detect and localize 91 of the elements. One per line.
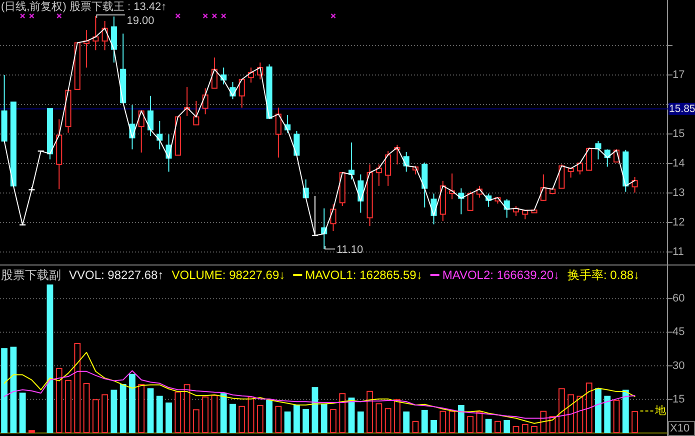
bar (202, 396, 209, 433)
y-tick-label: 30 (672, 360, 685, 372)
bar (430, 420, 437, 433)
bar (412, 420, 419, 433)
bar (83, 383, 90, 433)
bar (102, 394, 108, 433)
chart-title: 股票下载副 (1, 268, 61, 282)
bar (531, 426, 538, 433)
bar (174, 392, 182, 433)
y-tick-label: 15 (672, 393, 685, 406)
y-axis-title: X10 (670, 422, 690, 434)
ref-line-label: 15.85 (669, 102, 695, 115)
bar (357, 411, 364, 433)
bar (1, 348, 8, 433)
bar (248, 396, 254, 433)
bar (238, 406, 246, 433)
bar (632, 411, 638, 433)
y-tick-label: 17 (672, 68, 685, 81)
annotation: 19.00 (126, 14, 154, 27)
y-tick-label: 14 (672, 157, 685, 170)
y-tick-label: 12 (672, 216, 685, 228)
bar (366, 390, 373, 433)
bar (421, 410, 428, 433)
bar (476, 411, 483, 433)
bar (558, 388, 565, 433)
annotation: VOLUME: 98227.69↓ (172, 268, 286, 282)
ref-line-label: 地 (654, 404, 666, 418)
bar (166, 402, 172, 433)
bar (302, 409, 310, 433)
bar (504, 420, 510, 433)
bar (494, 420, 501, 433)
bar (156, 396, 163, 433)
annotation: 11.10 (336, 244, 364, 256)
bar (65, 380, 72, 433)
bar (56, 368, 62, 433)
bar (403, 411, 410, 433)
legend-label: MAVOL2: 166639.20↓ (442, 268, 560, 282)
bar (613, 400, 620, 433)
bar (266, 400, 272, 433)
bar (284, 411, 291, 433)
bar (28, 430, 35, 433)
bar (330, 409, 336, 433)
bar (220, 393, 227, 433)
y-tick-label: 13 (672, 186, 685, 199)
bar (129, 374, 136, 433)
y-tick-label: 60 (672, 292, 685, 305)
header: (日线,前复权) 股票下载王 : 13.42↑ (1, 1, 167, 13)
line-series (4, 352, 636, 424)
bar (440, 410, 446, 433)
bar (138, 384, 145, 433)
y-tick-label: 45 (672, 326, 685, 338)
bar (339, 393, 346, 433)
legend-label: MAVOL1: 162865.59↓ (305, 268, 422, 282)
annotation: VVOL: 98227.68↑ (69, 268, 164, 282)
bar (376, 403, 382, 433)
y-tick-label: 11 (672, 246, 684, 258)
bar (522, 424, 528, 433)
annotation: 11.10 (324, 244, 364, 256)
bar (622, 390, 629, 433)
bar (230, 404, 236, 433)
annotation: 19.00 (96, 14, 154, 27)
bar (192, 409, 200, 433)
bar (394, 399, 400, 433)
bar (110, 390, 118, 433)
bar (448, 410, 456, 433)
annotation: 换手率: 0.88↓ (568, 268, 640, 282)
bar (19, 392, 26, 433)
bar (211, 394, 218, 433)
bar (595, 388, 602, 433)
bar (120, 384, 126, 433)
bar (256, 405, 264, 433)
y-tick-label: 15 (672, 128, 685, 140)
bar (46, 284, 54, 433)
bar (458, 405, 464, 433)
bar (147, 388, 154, 433)
bar (10, 346, 17, 433)
line-series (4, 370, 636, 419)
bar (467, 416, 474, 433)
bar (485, 418, 492, 433)
bar (92, 399, 99, 433)
bar (294, 405, 300, 433)
bar (275, 406, 282, 433)
bar (384, 408, 392, 433)
bar (312, 387, 318, 433)
bar (568, 394, 574, 433)
bar (74, 342, 81, 433)
bar (512, 426, 520, 433)
bar (320, 404, 328, 433)
bar (604, 396, 611, 433)
bar (586, 382, 592, 433)
bar (184, 384, 190, 433)
